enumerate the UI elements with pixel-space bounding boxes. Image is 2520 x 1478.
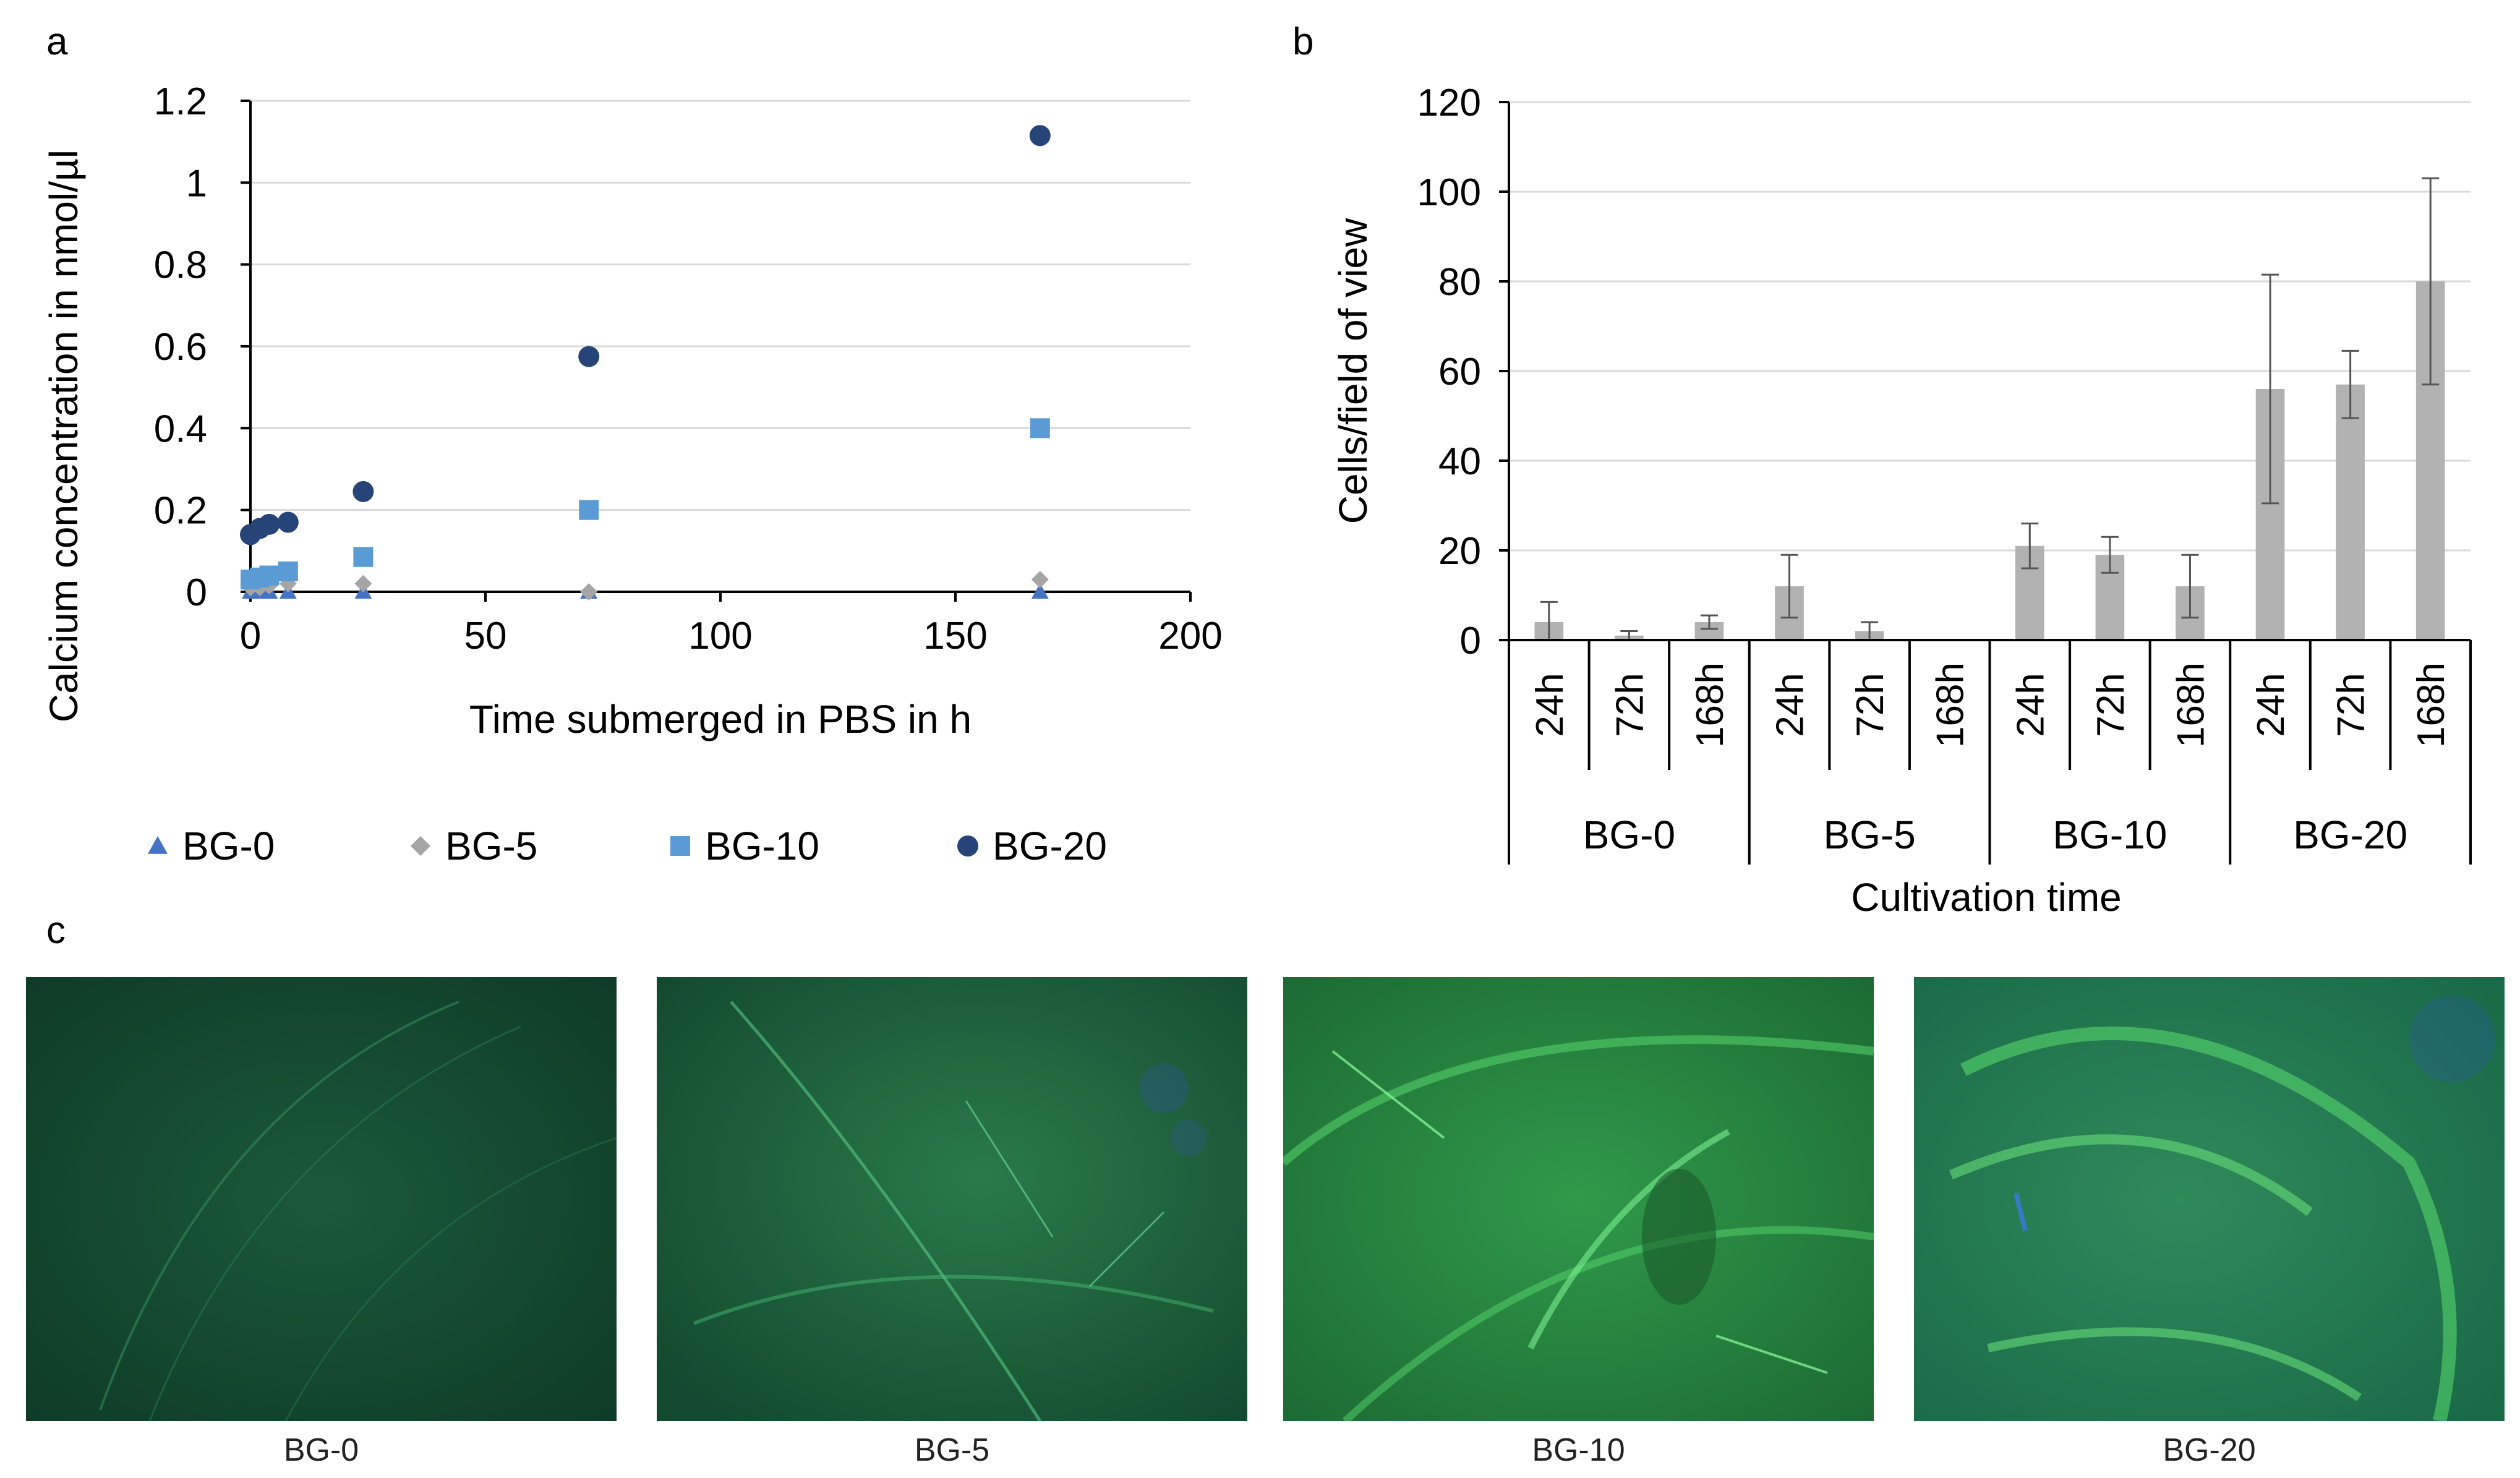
panel-b: b 0 20 40 60 80 100 120 24h 72h 168h BG-0 24h 72h 16… [1292, 20, 2472, 920]
micrograph-bg-10 [1283, 977, 1874, 1421]
micrograph-bg-5 [657, 977, 1247, 1421]
bar-y-tick-label: 40 [1438, 440, 1481, 483]
bar-category-label: 168h [1929, 662, 1972, 748]
bar-category-label: 24h [2009, 673, 2052, 737]
scatter-y-tick-label: 1.2 [154, 80, 207, 123]
micrograph-label-bg-5: BG-5 [914, 1432, 990, 1468]
bar-axes [1499, 101, 2472, 865]
bar-tick-labels: 0 20 40 60 80 100 120 [1417, 82, 1481, 662]
bar-group-label-bg-5: BG-5 [1823, 813, 1915, 857]
bar-category-label: 24h [2250, 673, 2292, 737]
panel-label-a: a [46, 20, 68, 63]
legend-marker-bg-0 [148, 836, 168, 854]
bar-y-tick-label: 60 [1438, 351, 1481, 393]
scatter-x-tick-label: 200 [1158, 615, 1222, 657]
legend-marker-bg-20 [957, 835, 978, 856]
scatter-point-bg-20 [578, 346, 600, 367]
scatter-y-axis-label: Calcium concentration in nmol/µl [41, 150, 86, 722]
scatter-point-bg-20 [258, 513, 280, 535]
micrograph-label-bg-0: BG-0 [283, 1432, 359, 1468]
scatter-y-tick-label: 1 [186, 162, 207, 205]
scatter-point-bg-10 [278, 561, 298, 581]
micrograph-bg-10-image [1283, 977, 1874, 1421]
scatter-legend: BG-0 BG-5 BG-10 BG-20 [148, 824, 1107, 868]
micrograph-bg-5-image [657, 977, 1247, 1421]
panel-a: a 0 0.2 0.4 0.6 0.8 1 1.2 0 50 100 150 200 Time sub… [41, 20, 1223, 868]
scatter-point-bg-10 [1030, 418, 1050, 438]
legend-label-bg-10: BG-10 [705, 824, 819, 868]
legend-label-bg-0: BG-0 [182, 824, 275, 868]
bar-group-label-bg-20: BG-20 [2293, 813, 2407, 857]
bar-gridlines [1509, 101, 2471, 552]
bar-category-label: 72h [2330, 673, 2373, 737]
bar-category-label: 24h [1769, 673, 1812, 737]
scatter-y-tick-label: 0.2 [154, 490, 207, 532]
scatter-y-tick-label: 0 [186, 571, 207, 614]
bar-y-tick-label: 0 [1460, 620, 1481, 662]
scatter-x-tick-label: 50 [464, 615, 507, 657]
scatter-point-bg-0 [1031, 583, 1049, 599]
micrograph-bg-0-image [26, 977, 617, 1421]
scatter-y-tick-label: 0.6 [154, 326, 207, 369]
bar-y-tick-label: 20 [1438, 530, 1481, 573]
bar-error-bars [1540, 177, 2440, 641]
bar-y-tick-label: 100 [1417, 171, 1481, 214]
micrograph-label-bg-20: BG-20 [2163, 1432, 2256, 1468]
panel-label-b: b [1292, 20, 1313, 63]
scatter-y-tick-label: 0.8 [154, 244, 207, 287]
bar-category-label: 72h [1608, 673, 1651, 737]
scatter-x-tick-label: 150 [923, 615, 987, 657]
scatter-x-axis-label: Time submerged in PBS in h [469, 697, 972, 741]
bar-y-tick-label: 120 [1417, 82, 1481, 124]
bar-category-label: 72h [2090, 673, 2132, 737]
bar-y-tick-label: 80 [1438, 261, 1481, 304]
scatter-tick-labels: 0 0.2 0.4 0.6 0.8 1 1.2 0 50 100 150 200 [154, 80, 1223, 657]
bar-category-label: 168h [1689, 662, 1732, 748]
bar-category-label: 72h [1849, 673, 1892, 737]
scatter-point-bg-20 [1029, 125, 1051, 147]
micrograph-bg-20 [1914, 977, 2505, 1421]
scatter-point-bg-10 [259, 565, 280, 586]
micrograph-label-bg-10: BG-10 [1532, 1432, 1625, 1468]
legend-label-bg-20: BG-20 [993, 824, 1107, 868]
scatter-y-tick-label: 0.4 [154, 408, 207, 450]
bar-x-axis-label: Cultivation time [1851, 875, 2122, 920]
scatter-x-tick-label: 0 [240, 615, 261, 657]
scatter-gridlines [250, 100, 1190, 511]
bar-category-label: 168h [2169, 662, 2212, 748]
legend-label-bg-5: BG-5 [445, 824, 537, 868]
micrograph-bg-20-image [1914, 977, 2505, 1421]
scatter-point-bg-5 [1031, 571, 1049, 589]
bar-bg-20-72h [2336, 384, 2365, 640]
bar-category-label: 168h [2410, 662, 2453, 748]
scatter-point-bg-5 [580, 583, 598, 600]
scatter-point-bg-10 [579, 500, 599, 520]
scatter-point-bg-5 [354, 575, 372, 592]
legend-marker-bg-10 [670, 836, 690, 856]
scatter-x-tick-label: 100 [688, 615, 752, 657]
panel-label-c: c [46, 909, 66, 952]
scatter-point-bg-20 [352, 481, 374, 502]
panel-c: c [46, 909, 66, 952]
bar-group-label-bg-10: BG-10 [2052, 813, 2167, 857]
bar-category-label: 24h [1529, 673, 1571, 737]
scatter-point-bg-20 [277, 511, 299, 533]
bar-y-axis-label: Cells/field of view [1331, 218, 1375, 524]
scatter-points [240, 125, 1051, 600]
micrograph-bg-0 [26, 977, 617, 1421]
legend-marker-bg-5 [411, 836, 430, 856]
scatter-axes [241, 100, 1192, 602]
bar-category-table: 24h 72h 168h BG-0 24h 72h 168h BG-5 24h 72h 168h BG… [1529, 662, 2453, 857]
bar-group-label-bg-0: BG-0 [1583, 813, 1675, 857]
scatter-point-bg-10 [353, 547, 374, 567]
